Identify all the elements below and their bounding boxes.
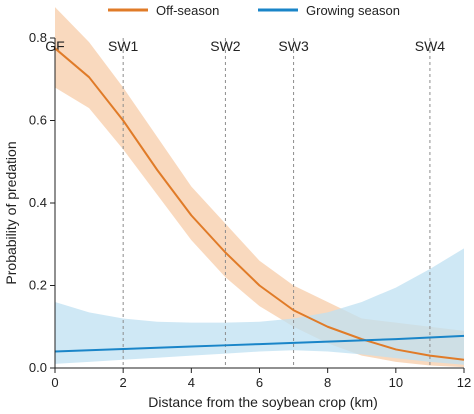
site-label-sw3: SW3 [278,38,309,54]
y-tick-label: 0.8 [29,30,47,45]
y-tick-label: 0.4 [29,195,47,210]
series-line-growing-season [54,334,465,353]
y-tick-label: 0.6 [29,113,47,128]
x-tick-label: 12 [457,375,471,390]
x-tick-label: 4 [188,375,195,390]
x-tick-label: 0 [51,375,58,390]
y-axis-title: Probability of predation [3,141,19,284]
site-label-sw2: SW2 [210,38,241,54]
legend-label-off-season: Off-season [156,3,219,18]
y-tick-label: 0.0 [29,360,47,375]
x-axis-title: Distance from the soybean crop (km) [148,394,378,410]
site-label-sw1: SW1 [108,38,139,54]
legend-label-growing-season: Growing season [306,3,400,18]
legend: Off-season Growing season [108,3,400,18]
x-tick-label: 10 [389,375,403,390]
confidence-band-growing-season [55,248,464,365]
x-tick-label: 2 [120,375,127,390]
x-tick-label: 8 [324,375,331,390]
x-tick-label: 6 [256,375,263,390]
site-label-sw4: SW4 [415,38,446,54]
y-tick-label: 0.2 [29,278,47,293]
series-line-off-season [54,47,465,361]
